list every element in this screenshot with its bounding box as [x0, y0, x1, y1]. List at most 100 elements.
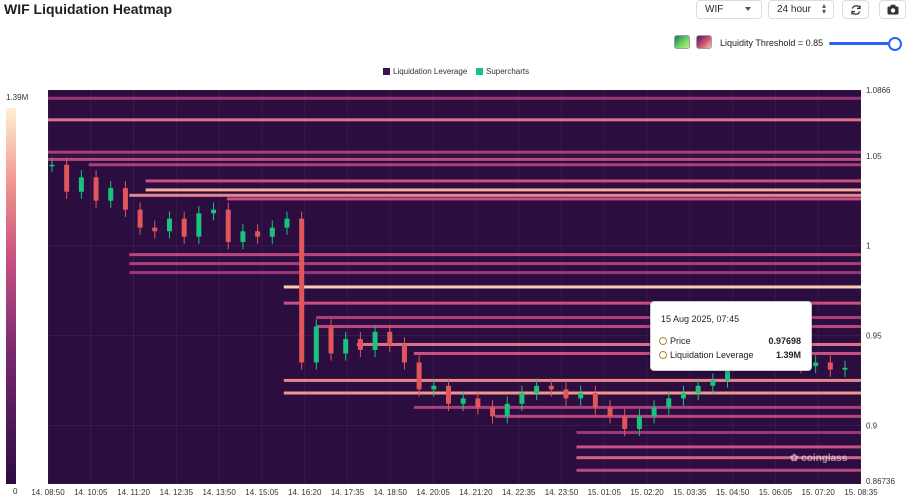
liquidity-level-band — [226, 197, 862, 201]
tooltip-price-value: 0.97698 — [768, 336, 801, 346]
tooltip-leverage-value: 1.39M — [775, 350, 801, 360]
tooltip-leverage-row: Liquidation Leverage 1.39M — [659, 350, 801, 360]
liquidity-level-band — [48, 118, 861, 122]
liquidity-level-band — [316, 325, 861, 329]
coinglass-watermark: ✿ coinglass — [790, 453, 848, 464]
price-candle — [519, 392, 525, 404]
color-palette-purple[interactable] — [696, 35, 712, 49]
price-candle — [137, 209, 143, 228]
price-candle — [695, 385, 701, 393]
price-candle — [578, 392, 584, 399]
price-candle — [269, 227, 275, 237]
price-candle — [431, 385, 437, 390]
price-candle — [548, 385, 554, 390]
price-candle — [240, 231, 246, 243]
price-candle — [592, 392, 598, 408]
tooltip-leverage-label: Liquidation Leverage — [670, 350, 754, 360]
price-candle — [651, 407, 657, 417]
color-palette-green[interactable] — [674, 35, 690, 49]
price-candle — [504, 403, 510, 417]
legend-item-leverage[interactable]: Liquidation Leverage — [383, 67, 467, 76]
x-axis-tick-label: 14. 22:35 — [502, 488, 536, 497]
liquidity-level-band — [283, 391, 861, 395]
price-candle — [387, 331, 393, 345]
x-axis-tick-label: 15. 03:35 — [673, 488, 707, 497]
price-candle — [534, 385, 540, 393]
liquidity-level-band — [576, 445, 861, 449]
liquidity-level-band — [48, 96, 861, 100]
liquidity-level-band — [129, 253, 862, 257]
liquidity-level-band — [356, 342, 861, 346]
x-axis-tick-label: 14. 13:50 — [202, 488, 236, 497]
price-candle — [64, 164, 70, 192]
liquidity-level-band — [283, 285, 861, 289]
price-candle — [181, 218, 187, 237]
liquidity-level-band — [316, 316, 861, 320]
liquidity-level-band — [576, 431, 861, 435]
x-axis-tick-label: 14. 12:35 — [160, 488, 194, 497]
price-candle — [460, 398, 466, 404]
x-axis-tick-label: 14. 23:50 — [545, 488, 579, 497]
y-axis-tick-label: 1 — [866, 242, 871, 251]
legend-swatch-supercharts — [476, 68, 483, 75]
price-candle — [622, 416, 628, 429]
threshold-slider-handle[interactable] — [888, 37, 902, 51]
tooltip-price-row: Price 0.97698 — [659, 336, 801, 346]
symbol-select[interactable]: WIF — [696, 0, 762, 19]
screenshot-button[interactable] — [879, 0, 906, 19]
x-axis-tick-label: 15. 07:20 — [802, 488, 836, 497]
legend-swatch-leverage — [383, 68, 390, 75]
liquidity-level-band — [129, 262, 862, 266]
price-candle — [255, 231, 261, 237]
price-candle — [357, 339, 363, 350]
price-candle — [680, 392, 686, 399]
chevron-down-icon — [745, 7, 751, 11]
price-candle — [372, 331, 378, 350]
liquidity-level-band — [576, 456, 861, 460]
price-candle — [299, 218, 305, 363]
colorbar-min-label: 0 — [13, 487, 18, 496]
price-candle — [78, 177, 84, 192]
colorbar-max-label: 1.39M — [6, 93, 29, 102]
liquidity-level-band — [145, 179, 861, 183]
x-axis-tick-label: 15. 02:20 — [630, 488, 664, 497]
y-axis-tick-label: 1.05 — [866, 152, 882, 161]
price-candle — [401, 344, 407, 363]
liquidity-level-band — [576, 468, 861, 472]
liquidity-level-band — [145, 188, 861, 192]
price-candle — [196, 213, 202, 237]
camera-icon — [887, 4, 898, 15]
price-candle — [416, 362, 422, 390]
x-axis-tick-label: 14. 18:50 — [374, 488, 408, 497]
price-candle — [166, 218, 172, 232]
x-axis-tick-label: 14. 20:05 — [416, 488, 450, 497]
liquidity-level-band — [495, 414, 861, 418]
liquidity-level-band — [48, 157, 861, 161]
price-candle — [842, 367, 848, 370]
symbol-select-value: WIF — [705, 4, 724, 15]
liquidity-level-band — [283, 301, 861, 305]
price-candle — [108, 188, 114, 201]
price-candle — [211, 209, 217, 214]
price-candle — [328, 326, 334, 354]
legend-label-leverage: Liquidation Leverage — [393, 67, 468, 76]
legend-item-supercharts[interactable]: Supercharts — [476, 67, 529, 76]
x-axis-tick-label: 14. 16:20 — [288, 488, 322, 497]
x-axis-tick-label: 14. 10:05 — [74, 488, 108, 497]
threshold-label: Liquidity Threshold = 0.85 — [720, 38, 824, 48]
liquidity-level-band — [283, 378, 861, 382]
refresh-button[interactable] — [842, 0, 869, 19]
time-range-select[interactable]: 24 hour ▴ ▾ — [768, 0, 834, 19]
price-candle — [475, 398, 481, 408]
price-candle — [563, 389, 569, 399]
x-axis-tick-label: 15. 06:05 — [759, 488, 793, 497]
price-candle — [636, 416, 642, 429]
y-axis-tick-label: 0.9 — [866, 421, 878, 430]
price-candle — [607, 407, 613, 417]
price-candle — [666, 398, 672, 408]
chart-tooltip: 15 Aug 2025, 07:45 Price 0.97698 Liquida… — [650, 301, 812, 371]
threshold-slider-track[interactable] — [829, 42, 895, 45]
price-candle — [813, 362, 819, 367]
price-candle — [225, 209, 231, 243]
